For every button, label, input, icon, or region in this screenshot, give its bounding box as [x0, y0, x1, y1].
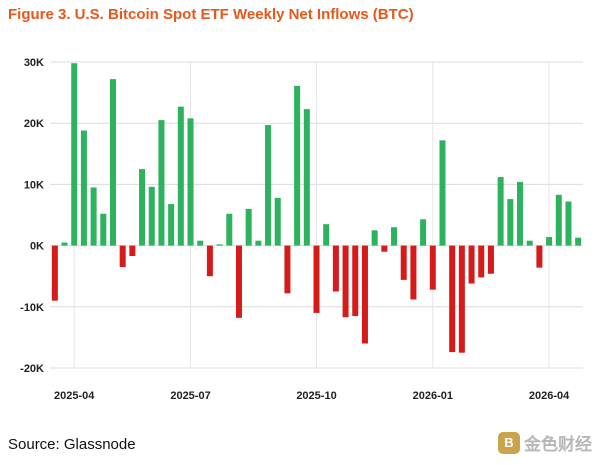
bar — [555, 194, 562, 246]
bar — [381, 245, 388, 252]
bar — [371, 230, 378, 246]
bar — [478, 245, 485, 278]
bar — [361, 245, 368, 344]
bar — [565, 201, 572, 246]
chart-title: Figure 3. U.S. Bitcoin Spot ETF Weekly N… — [8, 6, 414, 23]
bar — [487, 245, 494, 274]
bar — [313, 245, 320, 313]
bar — [410, 245, 417, 300]
bar — [265, 125, 272, 246]
bar — [517, 181, 524, 246]
watermark-text: 金色财经 — [524, 435, 592, 454]
bar — [294, 85, 301, 246]
bar — [109, 79, 116, 246]
bar — [439, 140, 446, 246]
bar — [468, 245, 475, 284]
y-tick-label: -20K — [20, 363, 44, 375]
x-tick-label: 2025-04 — [54, 390, 95, 402]
bar — [391, 227, 398, 246]
bar — [323, 224, 330, 246]
bar-chart: 30K 20K 10K 0K -10K -20K 2025-04 2025-07 2025-1… — [20, 57, 583, 402]
bar — [420, 219, 427, 246]
x-tick-label: 2025-10 — [296, 390, 336, 402]
x-tick-label: 2026-04 — [529, 390, 570, 402]
bar — [274, 197, 281, 246]
bar — [71, 63, 78, 246]
bar — [197, 240, 204, 246]
bar — [352, 245, 359, 316]
y-tick-label: -10K — [20, 302, 44, 314]
bar — [187, 118, 194, 246]
x-tick-label: 2026-01 — [413, 390, 453, 402]
y-tick-label: 0K — [30, 241, 44, 253]
source-note: Source: Glassnode — [8, 436, 136, 453]
bar — [51, 245, 58, 301]
x-axis-ticks: 2025-04 2025-07 2025-10 2026-01 2026-04 — [54, 390, 570, 402]
bar — [206, 245, 213, 277]
watermark: B 金色财经 — [498, 430, 592, 455]
bar — [129, 245, 136, 257]
bar — [284, 245, 291, 294]
bar — [429, 245, 436, 290]
y-tick-label: 20K — [24, 118, 44, 130]
bar — [158, 120, 165, 246]
bar — [245, 208, 252, 246]
bar — [449, 245, 456, 353]
bar — [148, 186, 155, 246]
bar — [100, 213, 107, 246]
bar — [458, 245, 465, 353]
bar — [177, 106, 184, 246]
bar — [139, 169, 146, 246]
bar — [342, 245, 349, 318]
bar — [80, 130, 87, 246]
bar — [255, 240, 262, 246]
bar — [526, 240, 533, 246]
y-tick-label: 10K — [24, 179, 44, 191]
bar — [497, 177, 504, 246]
y-tick-label: 30K — [24, 57, 44, 69]
bar — [400, 245, 407, 280]
bar — [507, 199, 514, 246]
bar — [90, 187, 97, 246]
bar — [235, 245, 242, 318]
bar — [61, 242, 68, 246]
bar — [226, 213, 233, 246]
bar — [546, 237, 553, 246]
bar — [536, 245, 543, 268]
bar — [119, 245, 126, 268]
watermark-logo-icon: B — [498, 431, 520, 454]
x-tick-label: 2025-07 — [170, 390, 210, 402]
bar — [216, 244, 223, 246]
bar — [303, 109, 310, 246]
y-axis-ticks: 30K 20K 10K 0K -10K -20K — [20, 57, 44, 375]
bar — [575, 237, 582, 246]
bars — [51, 63, 582, 353]
bar — [332, 245, 339, 292]
bar — [168, 203, 175, 246]
